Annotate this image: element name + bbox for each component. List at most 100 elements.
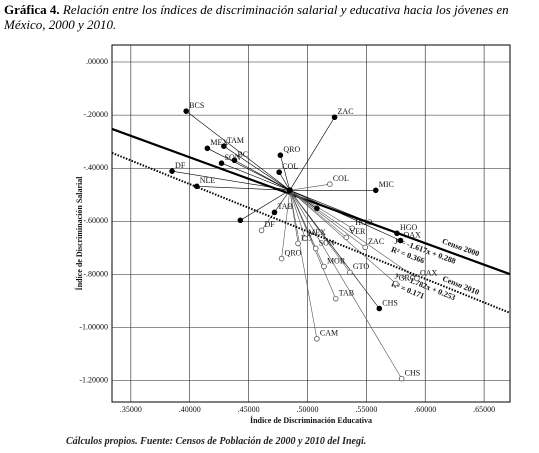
title-label: Gráfica 4. bbox=[4, 2, 60, 17]
spoke bbox=[207, 148, 290, 191]
y-tick-label: .00000 bbox=[86, 57, 108, 66]
point bbox=[343, 234, 350, 241]
x-tick-label: .40000 bbox=[179, 405, 201, 414]
point-label: MEX bbox=[210, 138, 228, 147]
point bbox=[394, 230, 400, 237]
fit-line bbox=[111, 127, 511, 276]
spoke bbox=[289, 190, 353, 229]
point-label: BC bbox=[237, 150, 248, 159]
point bbox=[314, 205, 320, 212]
spoke bbox=[278, 172, 291, 191]
point bbox=[376, 305, 383, 312]
point-label: NLE bbox=[200, 176, 216, 185]
spoke bbox=[289, 190, 402, 379]
point bbox=[332, 295, 339, 302]
point-label: MOR bbox=[327, 256, 346, 265]
point-label: MEX bbox=[308, 228, 326, 237]
point bbox=[347, 269, 353, 276]
point bbox=[398, 375, 405, 382]
spoke bbox=[289, 190, 306, 239]
point-label: TAB bbox=[339, 289, 354, 298]
footnote: Cálculos propios. Fuente: Censos de Pobl… bbox=[66, 436, 367, 447]
point bbox=[183, 108, 189, 114]
point-label: CHS bbox=[405, 368, 421, 377]
spoke bbox=[289, 190, 316, 249]
title-block: Gráfica 4. Relación entre los índices de… bbox=[4, 2, 536, 32]
point-label: CHS bbox=[382, 298, 398, 307]
point-label: BCS bbox=[189, 101, 204, 110]
x-tick-label: .55000 bbox=[355, 405, 377, 414]
point bbox=[362, 244, 368, 251]
point-label: SON bbox=[319, 238, 335, 247]
spoke bbox=[289, 190, 351, 273]
spoke bbox=[289, 183, 330, 191]
point-label: SON bbox=[225, 153, 241, 162]
y-tick-label: -.60000 bbox=[83, 216, 108, 225]
x-tick-label: .45000 bbox=[238, 405, 260, 414]
y-tick-label: -1.00000 bbox=[79, 322, 108, 331]
spoke bbox=[289, 190, 347, 238]
spoke bbox=[289, 190, 337, 299]
point-label: CAM bbox=[320, 329, 338, 338]
x-tick-label: .35000 bbox=[120, 405, 142, 414]
title: Relación entre los índices de discrimina… bbox=[4, 2, 509, 32]
spoke bbox=[223, 145, 290, 191]
hub-point bbox=[286, 187, 293, 194]
point bbox=[237, 217, 244, 224]
point-label: DF bbox=[175, 161, 186, 170]
point-label: QRO bbox=[283, 145, 300, 154]
point-label: TAM bbox=[227, 136, 244, 145]
point-label: OAX bbox=[420, 268, 438, 277]
point bbox=[314, 335, 320, 342]
spoke bbox=[240, 190, 290, 221]
point bbox=[397, 237, 404, 244]
point-label: HGO bbox=[400, 223, 418, 232]
point-label: OAX bbox=[403, 230, 421, 239]
point bbox=[302, 235, 308, 242]
point-label: DF bbox=[265, 220, 276, 229]
x-axis-title: Índice de Discriminación Educativa bbox=[250, 415, 372, 425]
spoke bbox=[289, 190, 380, 309]
spoke bbox=[234, 160, 290, 191]
point-label: COL bbox=[282, 162, 298, 171]
point-label: GRO bbox=[399, 273, 416, 282]
point bbox=[331, 114, 338, 121]
point bbox=[312, 245, 319, 252]
point bbox=[169, 168, 175, 174]
point-label: TAB bbox=[277, 202, 292, 211]
point-label: HGO bbox=[355, 218, 373, 227]
x-tick-label: .65000 bbox=[473, 405, 495, 414]
point bbox=[221, 143, 227, 150]
spoke bbox=[289, 190, 396, 284]
point bbox=[276, 169, 283, 176]
spoke bbox=[289, 190, 299, 244]
point bbox=[349, 225, 356, 232]
spoke bbox=[289, 190, 318, 339]
point bbox=[193, 183, 200, 190]
spoke bbox=[221, 162, 290, 191]
spoke bbox=[289, 190, 366, 248]
point bbox=[277, 152, 284, 159]
point bbox=[372, 187, 379, 194]
point-label: ZAC bbox=[368, 237, 384, 246]
y-tick-label: -1.20000 bbox=[79, 376, 108, 385]
y-axis-title: Índice de Discriminación Salarial bbox=[74, 176, 84, 291]
spoke bbox=[281, 190, 291, 259]
point-label: GTO bbox=[353, 262, 370, 271]
spoke bbox=[289, 190, 401, 241]
point bbox=[271, 209, 278, 216]
point bbox=[231, 157, 238, 164]
point bbox=[327, 181, 333, 187]
point bbox=[414, 275, 420, 282]
spoke bbox=[196, 186, 290, 191]
x-tick-label: .50000 bbox=[296, 405, 318, 414]
y-tick-label: -.20000 bbox=[83, 110, 108, 119]
point bbox=[392, 280, 399, 287]
spoke bbox=[289, 190, 418, 279]
point bbox=[218, 160, 225, 167]
point bbox=[321, 263, 327, 270]
point bbox=[295, 240, 301, 247]
point-label: VER bbox=[349, 227, 366, 236]
